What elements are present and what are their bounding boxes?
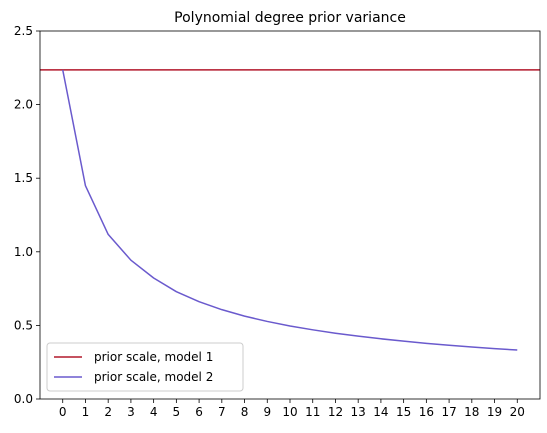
x-tick-label: 9 (263, 405, 271, 419)
legend: prior scale, model 1 prior scale, model 2 (46, 342, 244, 392)
x-tick-label: 14 (373, 405, 388, 419)
y-tick-label: 1.0 (14, 245, 33, 259)
chart-title: Polynomial degree prior variance (174, 10, 406, 26)
x-tick-label: 12 (328, 405, 343, 419)
x-tick-label: 19 (487, 405, 502, 419)
y-tick-label: 2.0 (14, 98, 33, 112)
legend-label-2: prior scale, model 2 (94, 370, 213, 384)
x-tick-label: 7 (218, 405, 226, 419)
x-tick-label: 13 (351, 405, 366, 419)
x-tick-label: 4 (150, 405, 158, 419)
x-tick-label: 18 (464, 405, 479, 419)
x-tick-label: 20 (510, 405, 525, 419)
y-tick-label: 0.5 (14, 318, 33, 332)
y-tick-label: 2.5 (14, 24, 33, 38)
x-tick-label: 10 (282, 405, 297, 419)
x-tick-label: 11 (305, 405, 320, 419)
legend-label-1: prior scale, model 1 (94, 350, 213, 364)
x-tick-label: 17 (441, 405, 456, 419)
plot-area (40, 69, 540, 351)
x-tick-label: 6 (195, 405, 203, 419)
x-tick-label: 1 (82, 405, 90, 419)
x-tick-label: 0 (59, 405, 67, 419)
y-tick-label: 1.5 (14, 171, 33, 185)
legend-box (46, 342, 244, 392)
y-tick-label: 0.0 (14, 392, 33, 406)
axes: 0.00.51.01.52.02.50 1 2 3 4 5 6 7 8 9 10 11 12 13 14 15… (14, 24, 541, 419)
series-line-model-2 (61, 69, 518, 351)
x-tick-label: 15 (396, 405, 411, 419)
x-tick-label: 2 (104, 405, 112, 419)
x-tick-label: 16 (419, 405, 434, 419)
x-tick-label: 8 (241, 405, 249, 419)
x-tick-label: 5 (173, 405, 181, 419)
x-tick-label: 3 (127, 405, 135, 419)
